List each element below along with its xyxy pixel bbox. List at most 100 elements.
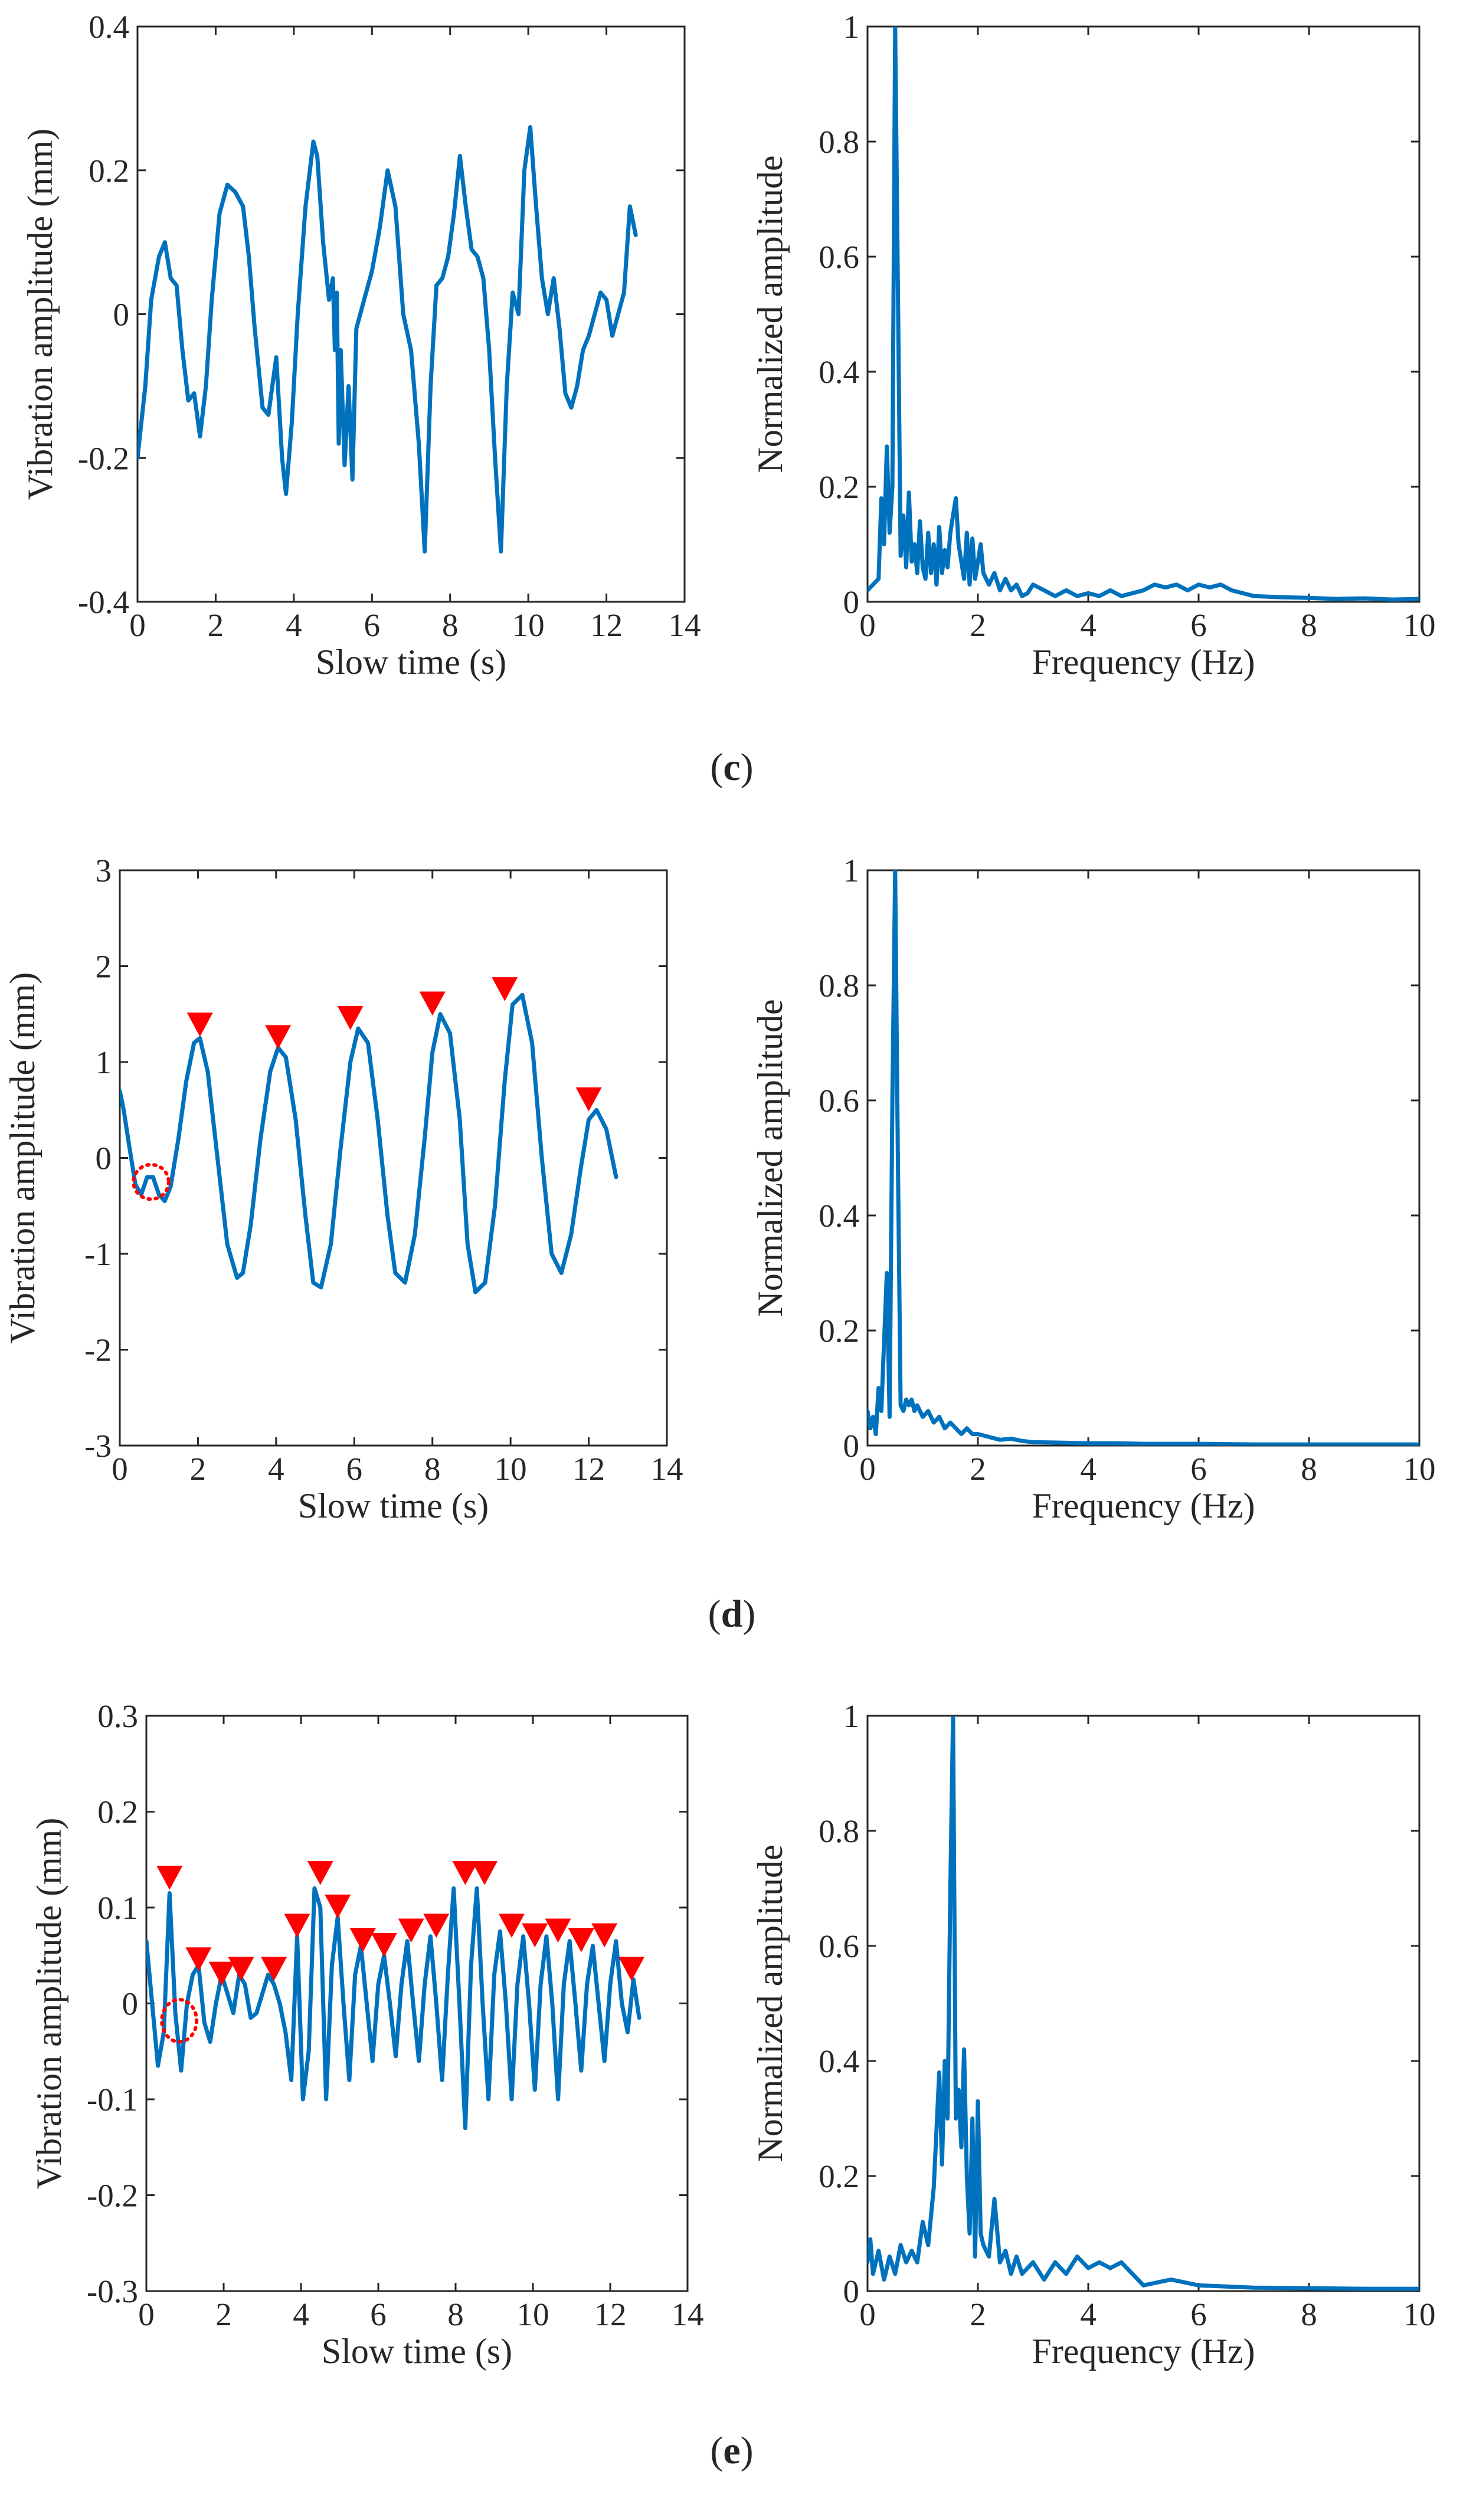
x-axis-label: Frequency (Hz) — [1032, 1486, 1255, 1525]
x-tick-label: 6 — [346, 1451, 363, 1487]
x-tick-label: 2 — [208, 607, 224, 643]
peak-marker — [575, 1087, 602, 1112]
y-tick-label: -2 — [84, 1332, 112, 1368]
y-tick-label: -0.1 — [87, 2082, 138, 2118]
peak-marker — [522, 1923, 548, 1948]
x-tick-label: 12 — [594, 2296, 627, 2332]
y-tick-label: 0 — [113, 297, 130, 333]
y-axis-label: Vibration amplitude (mm) — [21, 129, 60, 500]
y-axis-label: Vibration amplitude (mm) — [30, 1818, 68, 2190]
y-tick-label: 0.2 — [97, 1794, 138, 1830]
y-axis-label: Normalized amplitude — [751, 999, 790, 1316]
x-tick-label: 2 — [970, 607, 986, 643]
y-tick-label: 0 — [843, 584, 860, 620]
y-tick-label: 1 — [843, 9, 860, 45]
y-tick-label: 1 — [843, 1698, 860, 1734]
x-tick-label: 10 — [1403, 2296, 1436, 2332]
panel-caption-c: (c) — [710, 746, 753, 789]
x-tick-label: 10 — [517, 2296, 549, 2332]
y-tick-label: 0 — [122, 1986, 139, 2022]
y-tick-label: -0.3 — [87, 2273, 138, 2309]
x-tick-label: 10 — [512, 607, 545, 643]
peak-marker — [307, 1861, 333, 1885]
y-tick-label: -1 — [84, 1236, 112, 1272]
y-tick-label: 0.6 — [819, 1083, 859, 1119]
y-tick-label: 0.4 — [819, 354, 859, 390]
y-axis-label: Vibration amplitude (mm) — [3, 972, 42, 1344]
x-tick-label: 2 — [215, 2296, 232, 2332]
peak-marker — [423, 1913, 450, 1938]
x-tick-label: 12 — [590, 607, 623, 643]
y-tick-label: 0.2 — [819, 1313, 859, 1349]
y-tick-label: 0.4 — [819, 1198, 859, 1234]
x-tick-label: 0 — [138, 2296, 155, 2332]
y-tick-label: 0.2 — [89, 153, 129, 189]
x-tick-label: 14 — [669, 607, 701, 643]
peak-marker — [325, 1895, 351, 1919]
x-axis-label: Frequency (Hz) — [1032, 643, 1255, 681]
plot-frame — [119, 869, 668, 1447]
y-tick-label: -3 — [84, 1428, 112, 1464]
x-tick-label: 0 — [859, 2296, 876, 2332]
y-tick-label: 0.8 — [819, 968, 859, 1004]
x-tick-label: 10 — [1403, 607, 1436, 643]
x-tick-label: 4 — [286, 607, 302, 643]
x-tick-label: 6 — [370, 2296, 387, 2332]
x-tick-label: 6 — [364, 607, 381, 643]
y-tick-label: 0.2 — [819, 2158, 859, 2194]
series-line-spectrum — [868, 1716, 1419, 2291]
peak-marker — [452, 1861, 479, 1885]
series-line-vibration — [146, 1886, 642, 2131]
y-tick-label: 0 — [96, 1141, 112, 1177]
panel-caption-e: (e) — [710, 2429, 753, 2472]
x-tick-label: 8 — [447, 2296, 464, 2332]
chart-e-time: 0 2 4 6 8 10 12 14 -0.3 -0.2 -0.1 0 0.1 0.2 0.3 Slow ti… — [30, 1698, 704, 2371]
chart-c-freq: 0 2 4 6 8 10 0 0.2 0.4 0.6 0.8 1 Frequency (Hz) Norma… — [751, 9, 1436, 681]
peak-marker — [498, 1913, 525, 1938]
y-tick-label: 0.6 — [819, 239, 859, 275]
y-tick-label: 0.6 — [819, 1928, 859, 1964]
y-tick-label: 0.4 — [819, 2043, 859, 2079]
x-tick-label: 14 — [672, 2296, 704, 2332]
y-tick-label: 0.4 — [89, 9, 129, 45]
peak-marker — [349, 1928, 376, 1952]
peak-marker — [545, 1918, 571, 1943]
peak-marker — [284, 1913, 310, 1938]
x-tick-label: 4 — [1080, 2296, 1097, 2332]
x-tick-label: 4 — [293, 2296, 309, 2332]
peak-marker — [472, 1861, 498, 1885]
x-tick-label: 4 — [1080, 1451, 1097, 1487]
x-tick-label: 2 — [970, 2296, 986, 2332]
y-tick-label: 3 — [96, 853, 112, 889]
y-tick-label: 0.8 — [819, 124, 859, 160]
x-tick-label: 10 — [1403, 1451, 1436, 1487]
peak-marker — [419, 991, 446, 1016]
series-line-vibration — [120, 992, 618, 1295]
y-tick-label: 0.2 — [819, 469, 859, 505]
x-axis-label: Slow time (s) — [322, 2332, 512, 2371]
plot-frame — [866, 869, 1421, 1447]
y-tick-label: 1 — [96, 1044, 112, 1080]
chart-e-freq: 0 2 4 6 8 10 0 0.2 0.4 0.6 0.8 1 Frequency (Hz) Norma… — [751, 1698, 1436, 2371]
peak-marker — [208, 1961, 235, 1986]
y-tick-label: 2 — [96, 949, 112, 985]
peak-marker — [261, 1957, 287, 1981]
x-tick-label: 8 — [442, 607, 459, 643]
chart-c-time: 0 2 4 6 8 10 12 14 -0.4 -0.2 0 0.2 0.4 Slow time (s) V… — [21, 9, 701, 681]
y-axis-label: Normalized amplitude — [751, 155, 790, 473]
x-axis-label: Frequency (Hz) — [1032, 2332, 1255, 2371]
x-tick-label: 4 — [1080, 607, 1097, 643]
highlight-circle — [160, 1998, 199, 2044]
x-tick-label: 2 — [970, 1451, 986, 1487]
highlight-circle — [132, 1162, 171, 1201]
x-tick-label: 10 — [495, 1451, 527, 1487]
x-tick-label: 14 — [651, 1451, 683, 1487]
chart-d-freq: 0 2 4 6 8 10 0 0.2 0.4 0.6 0.8 1 Frequency (Hz) Norma… — [751, 853, 1436, 1525]
y-tick-label: 0 — [843, 1428, 860, 1464]
x-tick-label: 4 — [268, 1451, 284, 1487]
x-axis-label: Slow time (s) — [298, 1486, 489, 1525]
x-tick-label: 0 — [112, 1451, 128, 1487]
peak-marker — [156, 1866, 183, 1890]
